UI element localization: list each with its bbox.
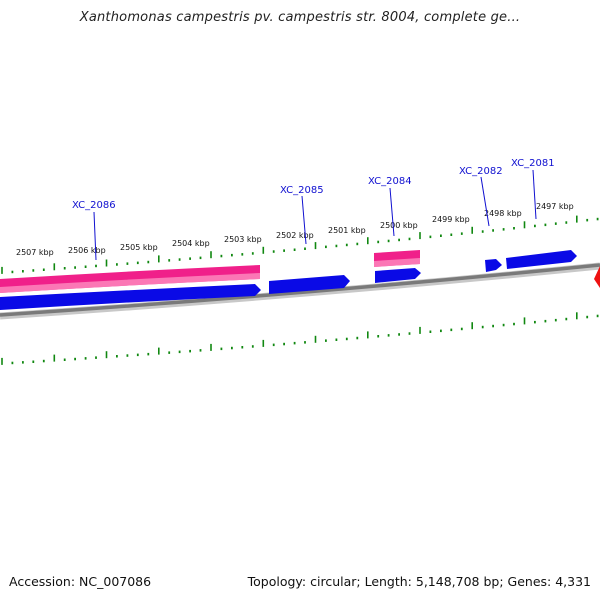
genome-summary: Topology: circular; Length: 5,148,708 bp… [247,574,591,589]
genome-backbone [0,263,600,317]
accession-value: NC_007086 [79,574,152,589]
gene-label-xc-2081[interactable]: XC_2081 [511,158,555,169]
ruler-label-2503: 2503 kbp [224,235,262,244]
inner-ruler [1,312,599,365]
outer-ruler [1,215,599,274]
ruler-label-2497: 2497 kbp [536,202,574,211]
ruler-label-2499: 2499 kbp [432,215,470,224]
ruler-label-2498: 2498 kbp [484,209,522,218]
ruler-label-2504: 2504 kbp [172,239,210,248]
ruler-label-2500: 2500 kbp [380,221,418,230]
leader-xc-2081 [532,169,537,220]
ruler-label-2501: 2501 kbp [328,226,366,235]
gene-label-leaders [93,169,537,261]
gene-label-xc-2082[interactable]: XC_2082 [459,166,503,177]
ruler-label-2506: 2506 kbp [68,246,106,255]
ruler-label-2502: 2502 kbp [276,231,314,240]
gene-xc-2082-feature[interactable] [485,259,502,272]
ruler-label-2505: 2505 kbp [120,243,158,252]
leader-xc-2086 [93,211,97,261]
gene-unlabeled-forward-feature[interactable] [0,284,261,310]
leader-xc-2082 [480,176,490,227]
forward-strand-genes [0,250,577,310]
accession-label: Accession: [9,574,76,589]
accession-footer: Accession: NC_007086 [9,574,151,589]
gene-label-xc-2084[interactable]: XC_2084 [368,176,412,187]
gene-xc-2081-feature[interactable] [506,250,577,269]
gene-xc-2085-feature[interactable] [269,275,350,294]
gene-xc-2084b-feature[interactable] [375,268,421,283]
ruler-labels: 2507 kbp 2506 kbp 2505 kbp 2504 kbp 2503… [16,202,574,257]
leader-xc-2085 [301,195,307,245]
map-title: Xanthomonas campestris pv. campestris st… [79,10,521,25]
gene-xc-2086-shadow [0,273,260,293]
gene-label-xc-2085[interactable]: XC_2085 [280,185,324,196]
ruler-label-2507: 2507 kbp [16,248,54,257]
gene-xc-2084-shadow [374,258,420,267]
edge-marker-icon[interactable] [594,266,600,288]
gene-label-xc-2086[interactable]: XC_2086 [72,200,116,211]
gene-labels: XC_2086 XC_2085 XC_2084 XC_2082 XC_2081 [72,158,555,211]
reverse-strand-genes [0,250,420,293]
leader-xc-2084 [389,187,395,237]
